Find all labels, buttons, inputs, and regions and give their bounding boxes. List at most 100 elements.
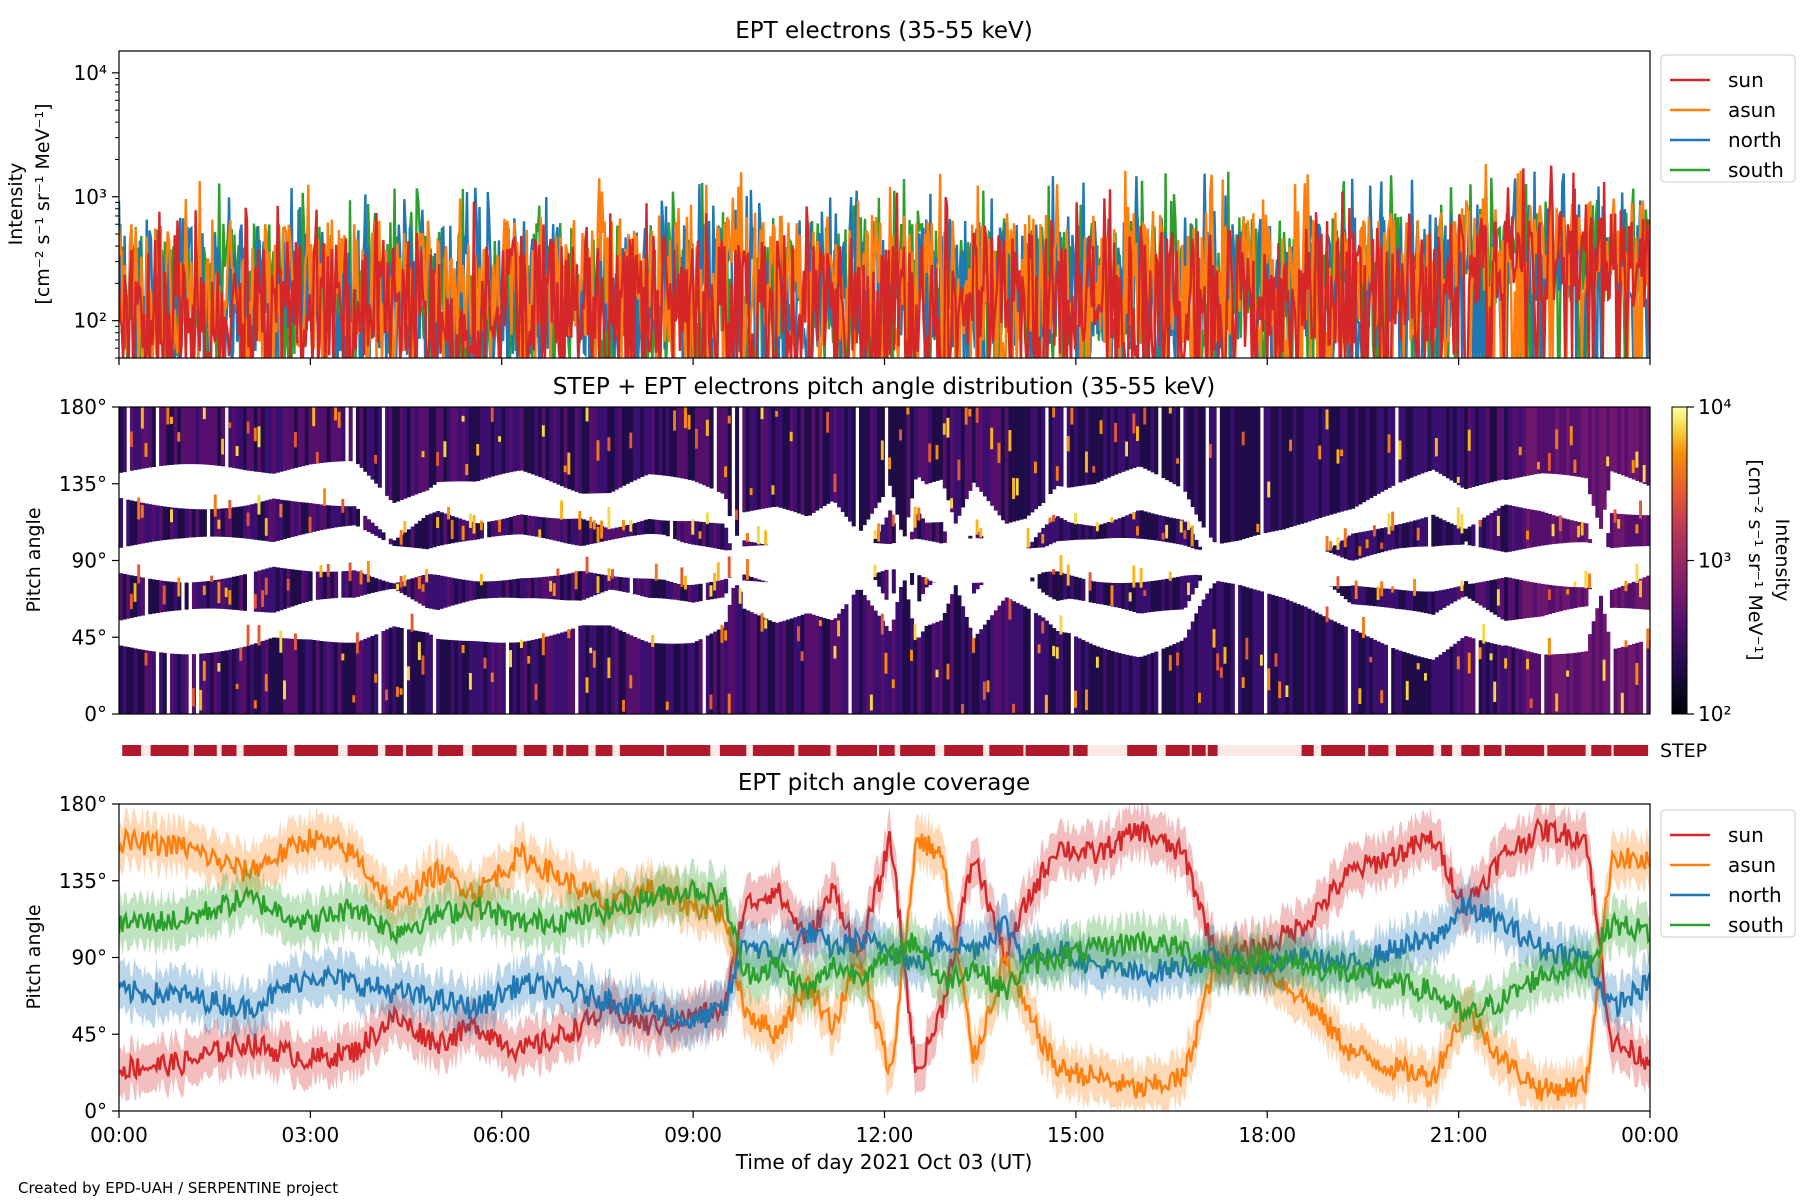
p1-ytick-label: 10³ <box>74 185 107 209</box>
pad-cell <box>516 407 521 471</box>
pad-cell <box>1402 651 1407 714</box>
pad-cell <box>1431 659 1436 714</box>
pad-cell <box>1154 651 1159 714</box>
pad-cell-bright <box>1558 515 1562 532</box>
pad-cell <box>1522 650 1527 714</box>
pad-cell <box>1358 407 1363 505</box>
pad-cell <box>1095 407 1100 483</box>
pad-cell <box>283 407 288 471</box>
pad-cell-bright <box>213 494 217 517</box>
pad-cell <box>869 407 874 514</box>
pad-cell <box>1577 587 1582 608</box>
pad-cell <box>1624 514 1629 547</box>
pad-cell <box>519 407 525 471</box>
pad-cell-bright <box>982 681 986 700</box>
pad-cell-bright <box>745 559 749 580</box>
pad-cell <box>1325 618 1330 714</box>
pad-cell <box>414 523 419 548</box>
pad-cell <box>279 499 284 540</box>
pad-cell <box>436 511 441 546</box>
pad-cell <box>490 407 495 477</box>
pad-cell <box>461 407 466 482</box>
pad-cell <box>1646 575 1650 610</box>
pad-cell <box>337 407 342 462</box>
pad-cell <box>880 524 885 544</box>
p3-xtick-label: 06:00 <box>473 1123 531 1147</box>
pad-cell <box>680 521 685 543</box>
pad-cell <box>279 407 284 472</box>
pad-cell <box>975 582 980 590</box>
pad-cell <box>228 407 233 468</box>
pad-cell <box>1639 407 1644 483</box>
pad-cell <box>1617 407 1622 474</box>
pad-cell <box>428 407 433 488</box>
pad-cell <box>822 618 827 714</box>
pad-cell <box>191 654 196 714</box>
pad-cell-bright <box>527 655 531 664</box>
pad-cell <box>942 531 947 543</box>
pad-cell <box>1493 644 1498 714</box>
panel1-ylabel-line2: [cm⁻² s⁻¹ sr⁻¹ MeV⁻¹] <box>32 103 54 304</box>
pad-cell <box>370 407 375 480</box>
pad-cell <box>950 407 955 513</box>
pad-cell-bright <box>1223 646 1227 664</box>
pad-cell <box>1588 539 1593 543</box>
pad-cell <box>1584 523 1589 543</box>
pad-cell <box>319 641 324 714</box>
step-bar <box>1301 745 1314 756</box>
pad-cell <box>1613 648 1618 714</box>
pad-cell <box>1081 640 1086 714</box>
step-bar <box>1396 745 1434 756</box>
pad-cell <box>1595 407 1600 518</box>
pad-cell <box>1482 581 1487 608</box>
pad-cell <box>319 504 324 531</box>
pad-cell <box>782 407 787 509</box>
pad-cell <box>1023 606 1028 714</box>
pad-cell <box>1099 582 1104 605</box>
pad-cell <box>1015 407 1020 521</box>
pad-cell <box>961 407 966 508</box>
pad-cell <box>530 577 535 599</box>
pad-cell-bright <box>607 568 611 581</box>
pad-cell <box>910 531 915 540</box>
pad-cell <box>1234 407 1239 541</box>
pad-cell <box>1285 407 1290 529</box>
pad-cell <box>1551 407 1556 474</box>
pad-cell <box>137 576 142 617</box>
pad-cell <box>1573 652 1578 714</box>
pad-cell <box>756 543 761 546</box>
pad-cell-bright <box>1573 581 1577 588</box>
pad-cell <box>1332 586 1337 590</box>
pad-cell <box>906 407 911 518</box>
pad-cell <box>337 642 342 714</box>
pad-cell <box>1223 407 1228 543</box>
pad-cell <box>268 567 273 613</box>
pad-cell <box>1478 519 1483 548</box>
pad-cell <box>221 651 226 714</box>
pad-cell-bright <box>563 465 567 473</box>
pad-cell <box>323 571 328 599</box>
pad-cell-bright <box>1059 555 1063 576</box>
pad-cell <box>366 519 371 532</box>
pad-heatmap <box>119 407 1650 714</box>
pad-cell <box>1132 656 1137 714</box>
pad-cell <box>760 544 765 546</box>
pad-cell <box>512 407 517 472</box>
pad-cell <box>1267 407 1272 533</box>
pad-cell-bright <box>687 414 691 430</box>
pad-cell <box>742 407 747 513</box>
pad-cell <box>483 407 488 479</box>
pad-cell <box>399 628 404 714</box>
pad-cell <box>1267 593 1272 714</box>
pad-cell <box>355 641 360 714</box>
pad-cell <box>443 576 448 608</box>
pad-cell-bright <box>1161 532 1165 540</box>
pad-cell <box>1165 578 1170 611</box>
step-bar <box>406 745 433 756</box>
panel3-ylabel: Pitch angle <box>23 904 45 1009</box>
pad-cell-bright <box>1114 423 1118 443</box>
pad-cell <box>1431 591 1436 615</box>
pad-cell-bright <box>1190 525 1194 547</box>
pad-cell <box>1201 407 1206 528</box>
